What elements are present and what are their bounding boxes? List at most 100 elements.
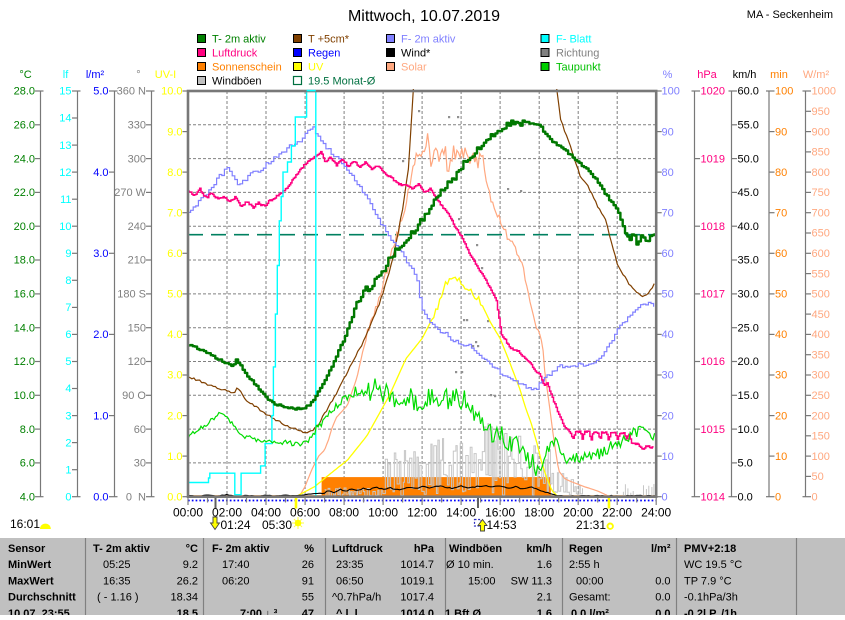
svg-text:20:00: 20:00 — [563, 506, 593, 520]
svg-text:18.0: 18.0 — [14, 255, 35, 267]
svg-text:-0.2l P. /1h: -0.2l P. /1h — [684, 608, 737, 615]
svg-text:90: 90 — [662, 126, 674, 138]
svg-text:Mittwoch, 10.07.2019: Mittwoch, 10.07.2019 — [348, 8, 500, 25]
svg-text:PMV+2:18: PMV+2:18 — [684, 543, 736, 555]
svg-text:1020: 1020 — [701, 86, 725, 98]
svg-text:Luftdruck: Luftdruck — [212, 48, 258, 60]
svg-text:12: 12 — [59, 167, 71, 179]
svg-text:UV-I: UV-I — [155, 69, 176, 81]
svg-text:W/m²: W/m² — [803, 69, 830, 81]
svg-text:F- Blatt: F- Blatt — [556, 34, 591, 46]
svg-text:91: 91 — [302, 575, 314, 587]
svg-text:850: 850 — [812, 147, 830, 159]
svg-text:Solar: Solar — [401, 62, 427, 74]
svg-text:10: 10 — [59, 221, 71, 233]
svg-text:3.0: 3.0 — [93, 248, 108, 260]
svg-text:26: 26 — [302, 559, 314, 571]
svg-text:50: 50 — [812, 471, 824, 483]
svg-text:60: 60 — [775, 248, 787, 260]
svg-text:750: 750 — [812, 187, 830, 199]
svg-text:10.0: 10.0 — [738, 424, 759, 436]
svg-text:200: 200 — [812, 410, 830, 422]
svg-text:MinWert: MinWert — [8, 559, 52, 571]
svg-text:2.1: 2.1 — [537, 592, 552, 604]
svg-text:6: 6 — [65, 329, 71, 341]
svg-text:7: 7 — [65, 302, 71, 314]
svg-text:80: 80 — [662, 167, 674, 179]
svg-text:270 W: 270 W — [114, 187, 146, 199]
svg-text:Luftdruck: Luftdruck — [332, 543, 384, 555]
svg-text:2: 2 — [65, 437, 71, 449]
svg-text:3: 3 — [65, 410, 71, 422]
svg-text:8.0: 8.0 — [20, 424, 35, 436]
svg-text:47: 47 — [302, 608, 314, 615]
svg-text:10:00: 10:00 — [368, 506, 398, 520]
svg-text:19.5 Monat-Ø: 19.5 Monat-Ø — [308, 76, 376, 88]
svg-text:4: 4 — [65, 383, 71, 395]
svg-text:00:00: 00:00 — [173, 506, 203, 520]
svg-text:0: 0 — [775, 491, 781, 503]
svg-text:22:00: 22:00 — [602, 506, 632, 520]
svg-text:Sonnenschein: Sonnenschein — [212, 62, 282, 74]
svg-text:0.0: 0.0 — [738, 491, 753, 503]
svg-text:100: 100 — [812, 451, 830, 463]
svg-text:20.0: 20.0 — [14, 221, 35, 233]
svg-text:1017.4: 1017.4 — [400, 592, 434, 604]
svg-text:hPa: hPa — [697, 69, 717, 81]
svg-text:UV: UV — [308, 62, 324, 74]
svg-text:150: 150 — [128, 322, 146, 334]
svg-text:900: 900 — [812, 126, 830, 138]
svg-text:30: 30 — [775, 370, 787, 382]
svg-text:1014.7: 1014.7 — [400, 559, 434, 571]
svg-text:60.0: 60.0 — [738, 86, 759, 98]
svg-text:5: 5 — [65, 356, 71, 368]
svg-text:14: 14 — [59, 113, 71, 125]
svg-text:l/m²: l/m² — [86, 69, 105, 81]
svg-text:600: 600 — [812, 248, 830, 260]
svg-text:100: 100 — [662, 86, 680, 98]
svg-text:Regen: Regen — [569, 543, 603, 555]
svg-text:06:20: 06:20 — [222, 575, 250, 587]
svg-text:l/m²: l/m² — [651, 543, 671, 555]
svg-text:MA - Seckenheim: MA - Seckenheim — [747, 9, 833, 21]
svg-text:11: 11 — [60, 194, 71, 206]
svg-text:4.0: 4.0 — [167, 329, 182, 341]
svg-text:1014.0: 1014.0 — [400, 608, 434, 615]
svg-text:10.0: 10.0 — [14, 390, 35, 402]
svg-text:Taupunkt: Taupunkt — [556, 62, 601, 74]
svg-text:1014: 1014 — [701, 491, 725, 503]
svg-text:18.34: 18.34 — [170, 592, 198, 604]
svg-text:1.6: 1.6 — [537, 608, 552, 615]
svg-text:30: 30 — [134, 458, 146, 470]
svg-text:70: 70 — [662, 207, 674, 219]
svg-text:13: 13 — [59, 140, 71, 152]
svg-text:28.0: 28.0 — [14, 86, 35, 98]
svg-text:T- 2m aktiv: T- 2m aktiv — [212, 34, 266, 46]
svg-text:Richtung: Richtung — [556, 48, 599, 60]
svg-text:1018: 1018 — [701, 221, 725, 233]
svg-text:90: 90 — [775, 126, 787, 138]
svg-text:2.0: 2.0 — [167, 410, 182, 422]
svg-text:14:53: 14:53 — [487, 518, 517, 532]
svg-text:55.0: 55.0 — [738, 120, 759, 132]
svg-text:8: 8 — [65, 275, 71, 287]
svg-text:20: 20 — [662, 410, 674, 422]
svg-text:20: 20 — [775, 410, 787, 422]
svg-text:30: 30 — [662, 370, 674, 382]
svg-text:1015: 1015 — [701, 424, 725, 436]
svg-text:7.0: 7.0 — [167, 207, 182, 219]
svg-text:21:31: 21:31 — [576, 518, 606, 532]
svg-text:50.0: 50.0 — [738, 153, 759, 165]
svg-text:300: 300 — [812, 370, 830, 382]
svg-text:14:00: 14:00 — [446, 506, 476, 520]
svg-text:100: 100 — [775, 86, 793, 98]
svg-text:700: 700 — [812, 207, 830, 219]
svg-text:330: 330 — [128, 120, 146, 132]
svg-text:16.0: 16.0 — [14, 289, 35, 301]
svg-text:250: 250 — [812, 390, 830, 402]
svg-text:0.0: 0.0 — [655, 608, 670, 615]
svg-text:1.0: 1.0 — [93, 410, 108, 422]
svg-text:hPa: hPa — [414, 543, 435, 555]
svg-text:80: 80 — [775, 167, 787, 179]
svg-text:2:55 h: 2:55 h — [569, 559, 600, 571]
